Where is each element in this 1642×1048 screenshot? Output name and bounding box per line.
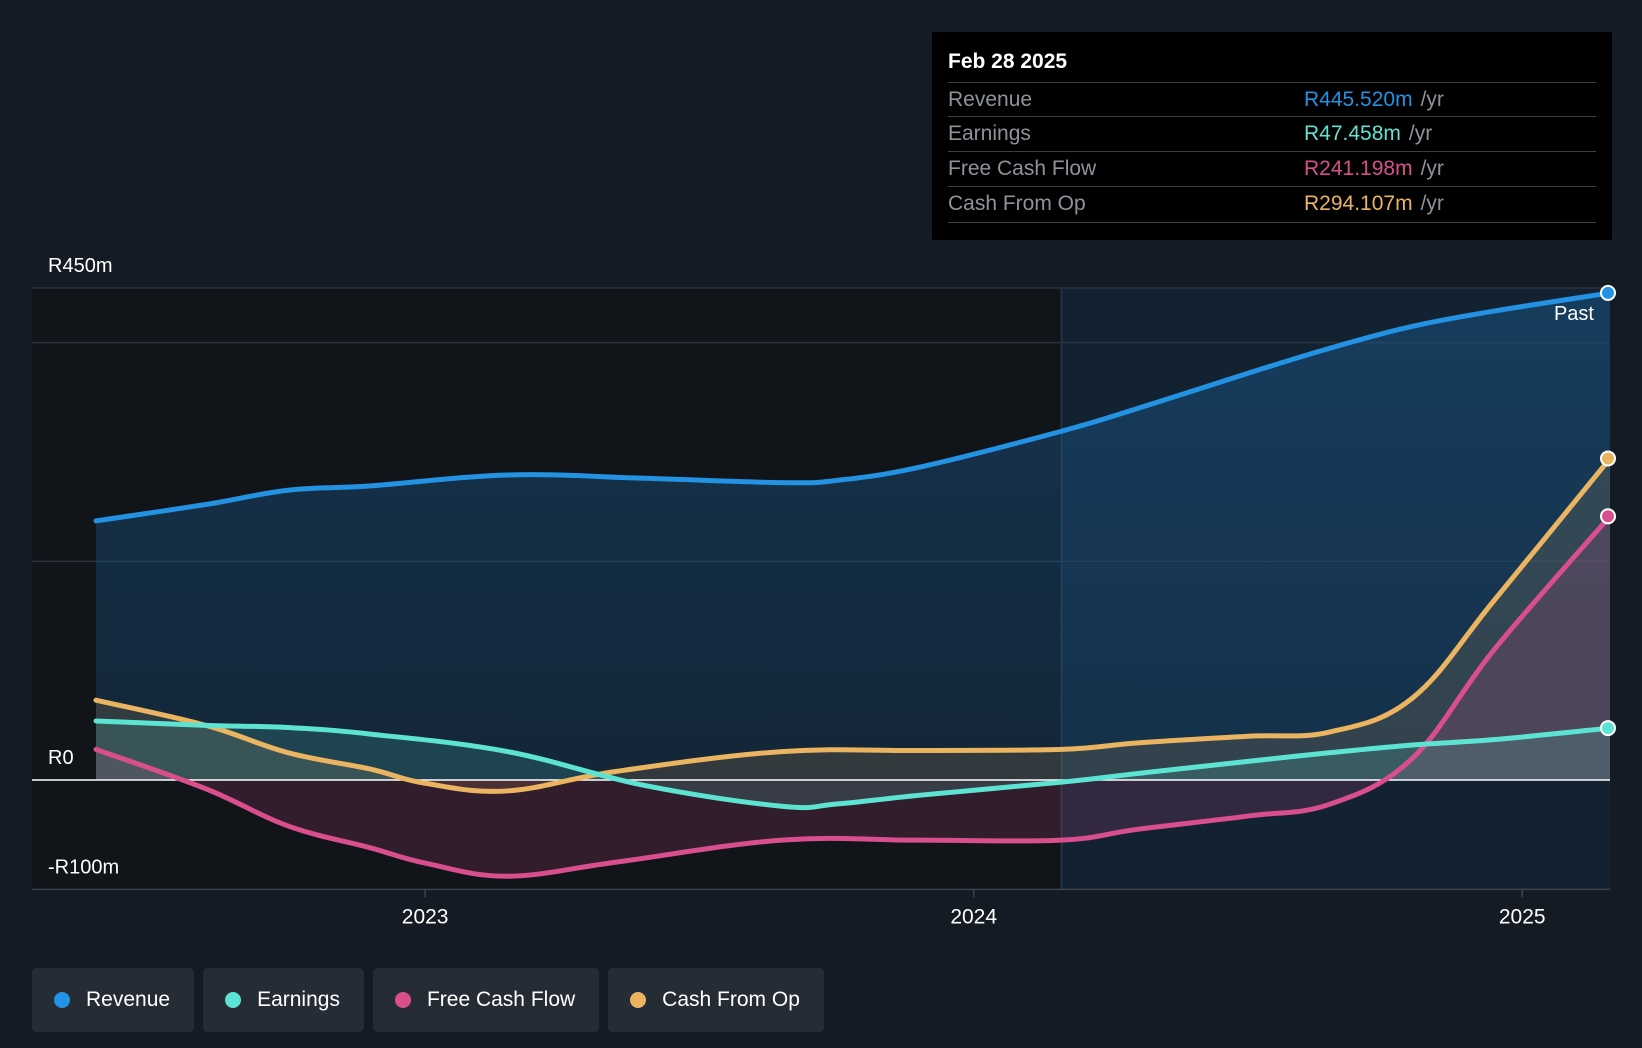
y-axis-label: R0 (48, 747, 74, 769)
tooltip-row-revenue: Revenue R445.520m/yr (948, 82, 1596, 117)
tooltip-value: R241.198m/yr (1304, 157, 1444, 180)
line-free-cash-flow (93, 513, 1613, 879)
line-cash-from-op (93, 455, 1613, 794)
legend-label: Cash From Op (662, 988, 800, 1011)
area-cash-from-op (96, 458, 1610, 792)
legend-dot-icon (630, 992, 647, 1008)
tooltip-label: Free Cash Flow (948, 157, 1097, 180)
legend-dot-icon (394, 992, 411, 1008)
tooltip-panel: Feb 28 2025 Revenue R445.520m/yr Earning… (932, 32, 1612, 240)
chart-area: R450m R0 -R100m 2023 2024 2025 Past (32, 255, 1616, 928)
end-marker-cash-from-op (1600, 450, 1616, 467)
tooltip-divider (948, 222, 1596, 223)
area-revenue (96, 292, 1610, 780)
legend: Revenue Earnings Free Cash Flow Cash Fro… (32, 968, 824, 1032)
tooltip-value: R47.458m/yr (1304, 122, 1433, 145)
legend-dot-icon (54, 992, 70, 1008)
past-label: Past (1554, 303, 1594, 325)
area-free-cash-flow (96, 516, 1610, 877)
tooltip-label: Cash From Op (948, 192, 1086, 215)
legend-label: Revenue (86, 988, 171, 1011)
end-marker-revenue (1600, 284, 1616, 301)
x-axis-label: 2024 (950, 905, 997, 928)
y-axis-label: -R100m (48, 856, 119, 878)
tooltip-value: R445.520m/yr (1304, 88, 1444, 111)
legend-item-free-cash-flow[interactable]: Free Cash Flow (372, 968, 600, 1032)
area-earnings (96, 720, 1610, 808)
legend-item-earnings[interactable]: Earnings (203, 968, 364, 1032)
legend-item-revenue[interactable]: Revenue (32, 968, 195, 1032)
x-axis-label: 2023 (402, 905, 449, 928)
end-marker-free-cash-flow (1600, 508, 1616, 525)
tooltip-row-cash-from-op: Cash From Op R294.107m/yr (948, 186, 1596, 221)
line-earnings (93, 718, 1613, 811)
tooltip-date: Feb 28 2025 (948, 50, 1068, 73)
legend-label: Earnings (257, 988, 340, 1011)
legend-label: Free Cash Flow (426, 988, 576, 1011)
tooltip-label: Earnings (948, 122, 1031, 145)
tooltip-row-earnings: Earnings R47.458m/yr (948, 116, 1596, 151)
y-axis-label: R450m (48, 255, 112, 277)
end-marker-earnings (1600, 720, 1616, 737)
x-axis-label: 2025 (1499, 905, 1546, 928)
legend-item-cash-from-op[interactable]: Cash From Op (608, 968, 824, 1032)
legend-dot-icon (225, 992, 242, 1008)
tooltip-label: Revenue (948, 88, 1033, 111)
line-revenue (93, 290, 1613, 524)
tooltip-value: R294.107m/yr (1304, 192, 1444, 215)
tooltip-row-free-cash-flow: Free Cash Flow R241.198m/yr (948, 151, 1596, 186)
